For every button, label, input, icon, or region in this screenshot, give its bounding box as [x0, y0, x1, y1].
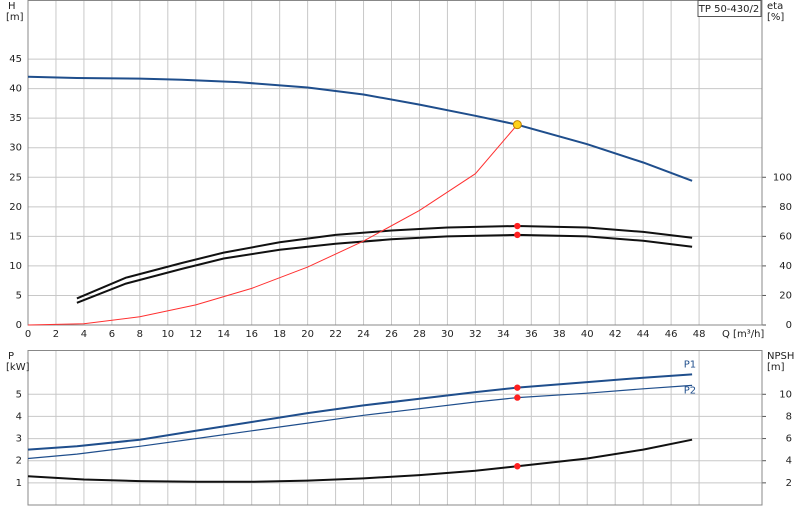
- y2-tick-label: 80: [779, 202, 792, 213]
- curve: [27, 75, 693, 182]
- y-tick-label: 30: [9, 143, 22, 154]
- operating-point: [514, 231, 521, 239]
- plot-frame: [27, 0, 763, 326]
- curve: [76, 224, 693, 300]
- curve-label: P1: [684, 359, 696, 370]
- x-tick-label: 8: [137, 329, 143, 340]
- curve-label: P2: [684, 385, 696, 396]
- x-tick-label: 26: [385, 329, 398, 340]
- x-tick-label: 20: [301, 329, 314, 340]
- y2-tick-label: 8: [786, 411, 792, 422]
- y-axis-unit: [m]: [6, 12, 24, 23]
- duty-point: [512, 120, 522, 130]
- y2-tick-label: 4: [786, 456, 792, 467]
- x-tick-label: 28: [413, 329, 426, 340]
- x-tick-label: 16: [245, 329, 258, 340]
- x-tick-label: 2: [53, 329, 59, 340]
- y-tick-label: 4: [16, 411, 22, 422]
- x-tick-label: 18: [273, 329, 286, 340]
- y-tick-label: 35: [9, 113, 22, 124]
- curve: [27, 384, 693, 460]
- y-tick-label: 15: [9, 231, 22, 242]
- y2-tick-label: 6: [786, 434, 792, 445]
- y-tick-label: 3: [16, 434, 22, 445]
- title-box: [697, 0, 762, 17]
- y2-axis-unit: [%]: [767, 12, 784, 23]
- y2-tick-label: 100: [773, 172, 792, 183]
- x-tick-label: 6: [109, 329, 115, 340]
- x-tick-label: 0: [25, 329, 31, 340]
- y2-tick-label: 20: [779, 290, 792, 301]
- operating-point: [514, 463, 521, 470]
- x-tick-label: 14: [217, 329, 230, 340]
- x-tick-label: 44: [637, 329, 650, 340]
- y-tick-label: 1: [16, 478, 22, 489]
- y-tick-label: 10: [9, 261, 22, 272]
- x-tick-label: 40: [581, 329, 594, 340]
- y-tick-label: 20: [9, 202, 22, 213]
- y-axis-unit: [kW]: [6, 362, 30, 373]
- y2-tick-label: 0: [786, 320, 792, 331]
- y-axis-label: H: [8, 1, 16, 12]
- x-tick-label: 10: [161, 329, 174, 340]
- operating-point: [514, 222, 521, 230]
- y-tick-label: 2: [16, 456, 22, 467]
- x-tick-label: 38: [553, 329, 566, 340]
- chart-title: TP 50-430/2: [698, 4, 759, 15]
- y2-tick-label: 10: [779, 389, 792, 400]
- y-tick-label: 5: [16, 389, 22, 400]
- y2-axis-label: eta: [767, 1, 783, 12]
- x-tick-label: 24: [357, 329, 370, 340]
- x-tick-label: 4: [81, 329, 87, 340]
- curve: [27, 373, 693, 451]
- x-axis-label: Q [m³/h]: [722, 329, 764, 340]
- y2-tick-label: 60: [779, 231, 792, 242]
- curve: [27, 124, 518, 326]
- x-tick-label: 22: [329, 329, 342, 340]
- x-tick-label: 48: [693, 329, 706, 340]
- x-tick-label: 46: [665, 329, 678, 340]
- y-tick-label: 45: [9, 54, 22, 65]
- y-tick-label: 0: [16, 320, 22, 331]
- y2-axis-label: NPSH: [767, 351, 794, 362]
- y-tick-label: 40: [9, 84, 22, 95]
- x-tick-label: 32: [469, 329, 482, 340]
- y-tick-label: 25: [9, 172, 22, 183]
- curve: [76, 233, 693, 304]
- x-tick-label: 42: [609, 329, 622, 340]
- y-tick-label: 5: [16, 290, 22, 301]
- y2-tick-label: 2: [786, 478, 792, 489]
- curve: [27, 438, 693, 483]
- y2-tick-label: 40: [779, 261, 792, 272]
- x-tick-label: 36: [525, 329, 538, 340]
- y2-axis-unit: [m]: [767, 362, 785, 373]
- y-axis-label: P: [8, 351, 14, 362]
- operating-point: [514, 394, 521, 401]
- plot-frame: [27, 350, 763, 506]
- x-tick-label: 34: [497, 329, 510, 340]
- x-tick-label: 30: [441, 329, 454, 340]
- x-tick-label: 12: [189, 329, 202, 340]
- operating-point: [514, 384, 521, 391]
